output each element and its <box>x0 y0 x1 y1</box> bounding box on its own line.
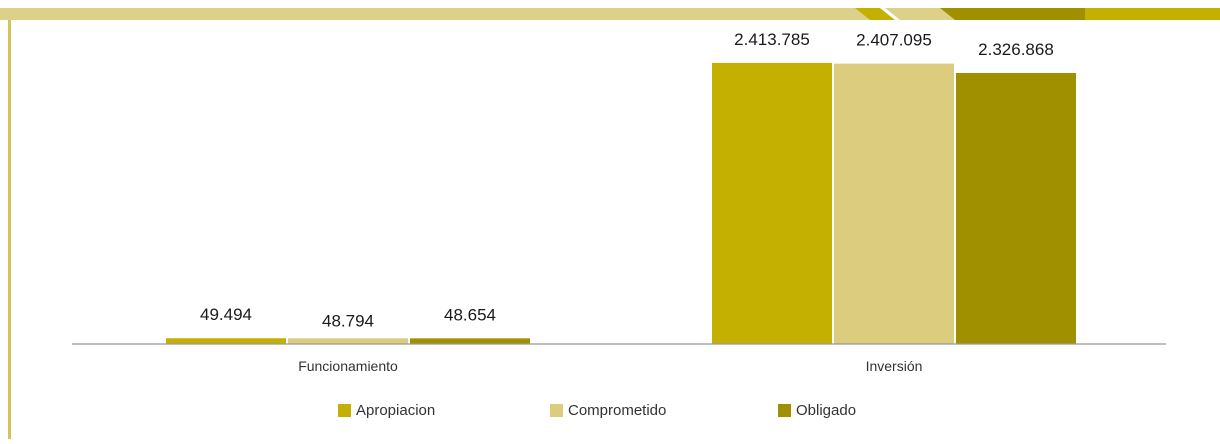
value-label-inversion-obligado: 2.326.868 <box>978 40 1054 59</box>
bar-inversion-comprometido <box>834 63 954 345</box>
bar-inversion-obligado <box>956 72 1076 344</box>
category-label-funcionamiento: Funcionamiento <box>298 358 398 374</box>
bar-inversion-apropiacion <box>712 62 832 344</box>
legend-label-apropiacion: Apropiacion <box>356 402 435 419</box>
value-label-inversion-comprometido: 2.407.095 <box>856 31 932 50</box>
value-labels-group: 49.494 48.794 48.654 2.413.785 2.407.095 2.32… <box>200 30 1054 330</box>
category-label-inversion: Inversión <box>866 358 923 374</box>
legend-label-comprometido: Comprometido <box>568 402 666 419</box>
legend-swatch-apropiacion <box>338 404 351 417</box>
bars-group <box>166 62 1076 345</box>
legend: Apropiacion Comprometido Obligado <box>338 402 856 419</box>
value-label-funcionamiento-apropiacion: 49.494 <box>200 305 252 324</box>
legend-swatch-comprometido <box>550 404 563 417</box>
left-frame-line <box>8 20 11 439</box>
bar-funcionamiento-comprometido <box>288 338 408 344</box>
value-label-inversion-apropiacion: 2.413.785 <box>734 30 810 49</box>
top-decorative-band <box>0 8 1220 20</box>
legend-label-obligado: Obligado <box>796 402 856 419</box>
bar-funcionamiento-apropiacion <box>166 338 286 344</box>
bar-funcionamiento-obligado <box>410 338 530 344</box>
value-label-funcionamiento-comprometido: 48.794 <box>322 311 374 330</box>
legend-swatch-obligado <box>778 404 791 417</box>
value-label-funcionamiento-obligado: 48.654 <box>444 305 496 324</box>
